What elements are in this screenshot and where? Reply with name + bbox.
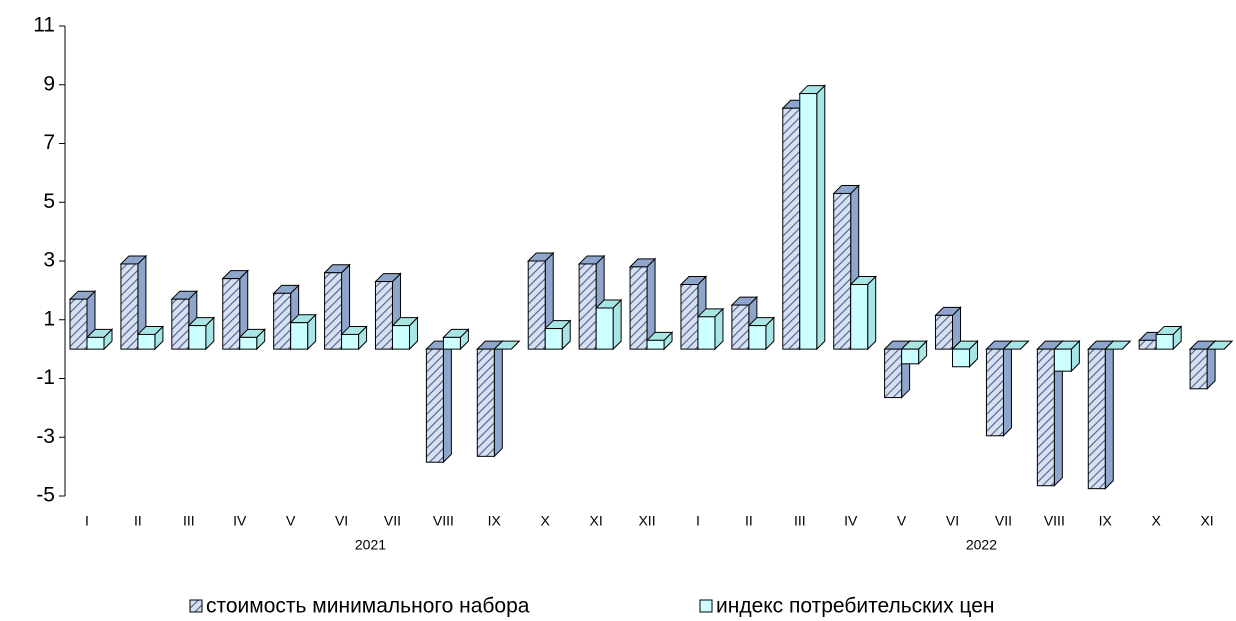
bar xyxy=(985,348,1004,437)
y-tick-label: 7 xyxy=(43,131,55,154)
bar xyxy=(578,263,597,350)
x-tick-label: V xyxy=(286,513,296,529)
x-tick-label: XI xyxy=(1200,513,1213,529)
x-tick-label: I xyxy=(696,513,700,529)
x-tick-label: XI xyxy=(590,513,603,529)
bar xyxy=(188,325,207,350)
bar xyxy=(595,307,614,350)
bar xyxy=(833,192,852,350)
y-tick-label: -1 xyxy=(36,366,55,389)
x-tick-label: III xyxy=(183,513,195,529)
y-tick-label: -5 xyxy=(36,484,55,507)
x-tick-label: VI xyxy=(946,513,959,529)
x-tick-label: VIII xyxy=(433,513,454,529)
y-tick-label: 11 xyxy=(33,14,55,37)
x-tick-label: IX xyxy=(488,513,502,529)
year-label: 2021 xyxy=(355,537,386,553)
legend-swatch xyxy=(189,599,203,613)
bar xyxy=(391,325,410,350)
x-tick-label: V xyxy=(897,513,907,529)
bar xyxy=(544,328,563,350)
bar xyxy=(629,266,648,350)
bar xyxy=(290,322,309,350)
x-tick-label: IV xyxy=(233,513,247,529)
bar xyxy=(374,281,393,350)
y-tick-label: -3 xyxy=(36,425,55,448)
bar xyxy=(273,292,292,350)
x-tick-label: IV xyxy=(844,513,858,529)
bar xyxy=(239,336,258,350)
bar xyxy=(324,272,343,350)
bar xyxy=(442,336,461,350)
bar xyxy=(1087,348,1106,490)
x-tick-label: II xyxy=(745,513,753,529)
bar xyxy=(171,298,190,350)
bar-side xyxy=(1104,339,1114,490)
x-tick-label: X xyxy=(541,513,551,529)
bar xyxy=(680,284,699,350)
bar-top xyxy=(1104,340,1132,350)
bar xyxy=(425,348,444,463)
bar xyxy=(697,316,716,350)
bar-side xyxy=(816,84,826,351)
bar xyxy=(341,333,360,350)
bar-top xyxy=(1205,340,1234,350)
bar-top xyxy=(493,340,521,350)
x-tick-label: XII xyxy=(638,513,655,529)
year-label: 2022 xyxy=(966,537,997,553)
bar xyxy=(901,348,920,365)
legend-label: индекс потребительских цен xyxy=(716,595,995,618)
bar xyxy=(1036,348,1055,487)
x-tick-label: VI xyxy=(335,513,348,529)
bar-top xyxy=(1002,340,1030,350)
bar xyxy=(748,325,767,350)
bar-side xyxy=(1002,339,1012,437)
bar xyxy=(952,348,971,368)
bar xyxy=(1155,333,1174,350)
x-tick-label: III xyxy=(794,513,806,529)
bar-side xyxy=(867,275,877,351)
bar xyxy=(850,284,869,350)
x-tick-label: I xyxy=(85,513,89,529)
bar xyxy=(69,298,88,350)
bar xyxy=(1138,339,1157,350)
bar xyxy=(527,260,546,350)
bar-side xyxy=(493,339,503,458)
bar xyxy=(646,339,665,350)
x-tick-label: VII xyxy=(995,513,1012,529)
bar xyxy=(884,348,903,399)
bar xyxy=(120,263,139,350)
bar xyxy=(222,278,241,350)
bar xyxy=(799,93,818,350)
x-tick-label: VII xyxy=(384,513,401,529)
bar-side xyxy=(442,339,452,464)
legend-label: стоимость минимального набора xyxy=(206,595,530,618)
bar xyxy=(1053,348,1072,372)
y-tick-label: 9 xyxy=(43,72,55,95)
y-tick-label: 1 xyxy=(43,307,55,330)
x-tick-label: II xyxy=(134,513,142,529)
x-tick-label: IX xyxy=(1099,513,1113,529)
x-tick-label: X xyxy=(1152,513,1162,529)
bar xyxy=(137,333,156,350)
y-tick-label: 3 xyxy=(43,249,55,272)
bar xyxy=(476,348,495,457)
bar xyxy=(86,336,105,350)
bar xyxy=(731,304,750,350)
bar xyxy=(1189,348,1208,390)
legend-swatch xyxy=(699,599,713,613)
bar xyxy=(782,107,801,350)
y-tick-label: 5 xyxy=(43,190,55,213)
x-tick-label: VIII xyxy=(1044,513,1065,529)
bar xyxy=(935,314,954,350)
